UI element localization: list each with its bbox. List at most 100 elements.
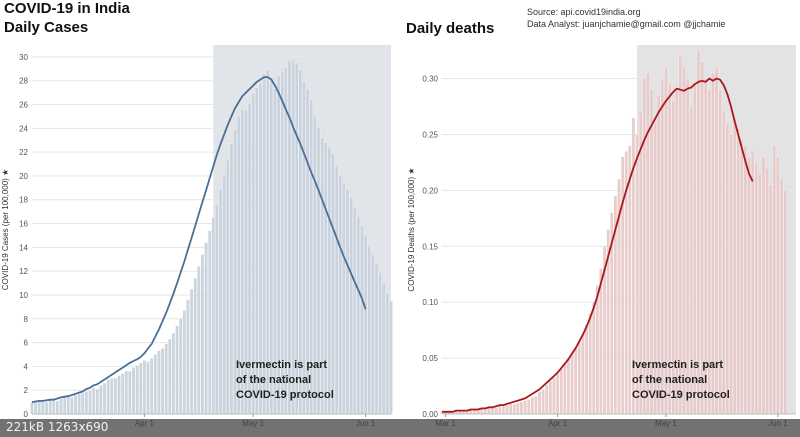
daily-bar [153,354,157,415]
daily-bar [91,387,96,415]
daily-bar [135,365,139,415]
daily-bar [595,285,599,415]
daily-bar [563,363,567,415]
daily-bar [743,145,748,415]
daily-bar [360,225,364,415]
daily-bar [740,139,744,415]
daily-bar [581,333,585,415]
daily-bar [555,373,560,415]
daily-bar [584,324,589,415]
daily-bar [95,388,99,415]
daily-bar [747,156,751,415]
daily-bar [139,362,143,415]
daily-bar [512,403,516,415]
daily-bar [124,371,128,415]
daily-bar [765,167,769,415]
daily-bar [215,204,219,415]
daily-bar [338,175,342,415]
y-axis-label: COVID-19 Deaths (per 100,000) ★ [407,167,416,291]
y-tick-label: 0 [24,410,29,419]
daily-bar [327,147,332,415]
daily-bar [120,373,125,415]
y-tick-label: 28 [19,77,28,86]
protocol-annotation-line: of the national [632,374,707,386]
daily-bar [548,380,553,415]
daily-bar [233,129,237,415]
source-credit: Source: api.covid19india.org [527,7,641,17]
daily-bar [150,357,154,415]
daily-bar [226,159,230,415]
y-tick-label: 0.05 [422,354,438,363]
daily-bar [754,162,758,415]
daily-bar [157,350,161,415]
y-tick-label: 16 [19,220,28,229]
daily-bar [559,369,563,415]
daily-bar [62,397,67,415]
cases-chart: 024681012141618202224262830Apr 1May 1Jun… [1,45,393,428]
daily-bar [218,188,223,415]
daily-bar [131,367,136,415]
daily-bar [541,389,545,415]
daily-bar [494,407,498,415]
daily-bar [324,142,328,415]
daily-bar [501,406,506,415]
daily-bar [573,346,578,415]
daily-bar [342,182,346,415]
daily-bar [99,385,103,415]
daily-bar [635,134,639,415]
daily-bar [516,402,520,415]
daily-bar [534,395,538,415]
y-tick-label: 0.00 [422,410,438,419]
y-tick-label: 10 [19,291,28,300]
daily-bar [146,361,150,415]
daily-bar [725,123,730,415]
y-tick-label: 0.10 [422,298,438,307]
daily-bar [66,396,70,415]
y-tick-label: 0.15 [422,242,438,251]
daily-bar [349,197,353,415]
daily-bar [566,359,571,415]
daily-bar [142,360,147,415]
daily-bar [527,399,531,415]
daily-bar [353,207,357,415]
protocol-annotation-line: COVID-19 protocol [236,389,334,401]
daily-bar [382,282,386,415]
y-tick-label: 4 [24,362,29,371]
daily-bar [55,400,60,415]
analyst-credit: Data Analyst: juanjchamie@gmail.com @jjc… [527,19,726,29]
moving-average-line [442,77,754,413]
daily-bar [189,288,194,415]
daily-bar [783,190,787,415]
y-tick-label: 26 [19,101,28,110]
daily-bar [588,313,592,415]
daily-bar [208,230,212,415]
daily-bar [37,400,41,415]
daily-bar [487,408,491,415]
y-tick-label: 0.30 [422,75,438,84]
daily-bar [222,174,226,415]
daily-bar [389,300,393,415]
daily-bar [186,299,190,415]
daily-bar [110,378,114,415]
protocol-annotation-line: COVID-19 protocol [632,389,730,401]
daily-bar [88,390,92,415]
daily-bar [59,398,63,415]
daily-bar [41,400,45,415]
daily-bar [505,404,509,415]
image-info-bar: 221kB 1263x690 [0,419,800,437]
daily-bar [197,266,201,415]
protocol-annotation-line: of the national [236,374,311,386]
y-tick-label: 2 [24,386,29,395]
daily-bar [182,310,186,415]
daily-bar [106,379,110,415]
daily-bar [772,145,776,415]
daily-bar [171,332,176,415]
daily-bar [736,128,740,415]
daily-bar [620,156,625,415]
daily-bar [44,401,49,415]
y-tick-label: 0.25 [422,130,438,139]
y-tick-label: 0.20 [422,186,438,195]
y-tick-label: 14 [19,243,28,252]
daily-bar [570,352,574,415]
deaths-chart-title: Daily deaths [406,20,495,37]
